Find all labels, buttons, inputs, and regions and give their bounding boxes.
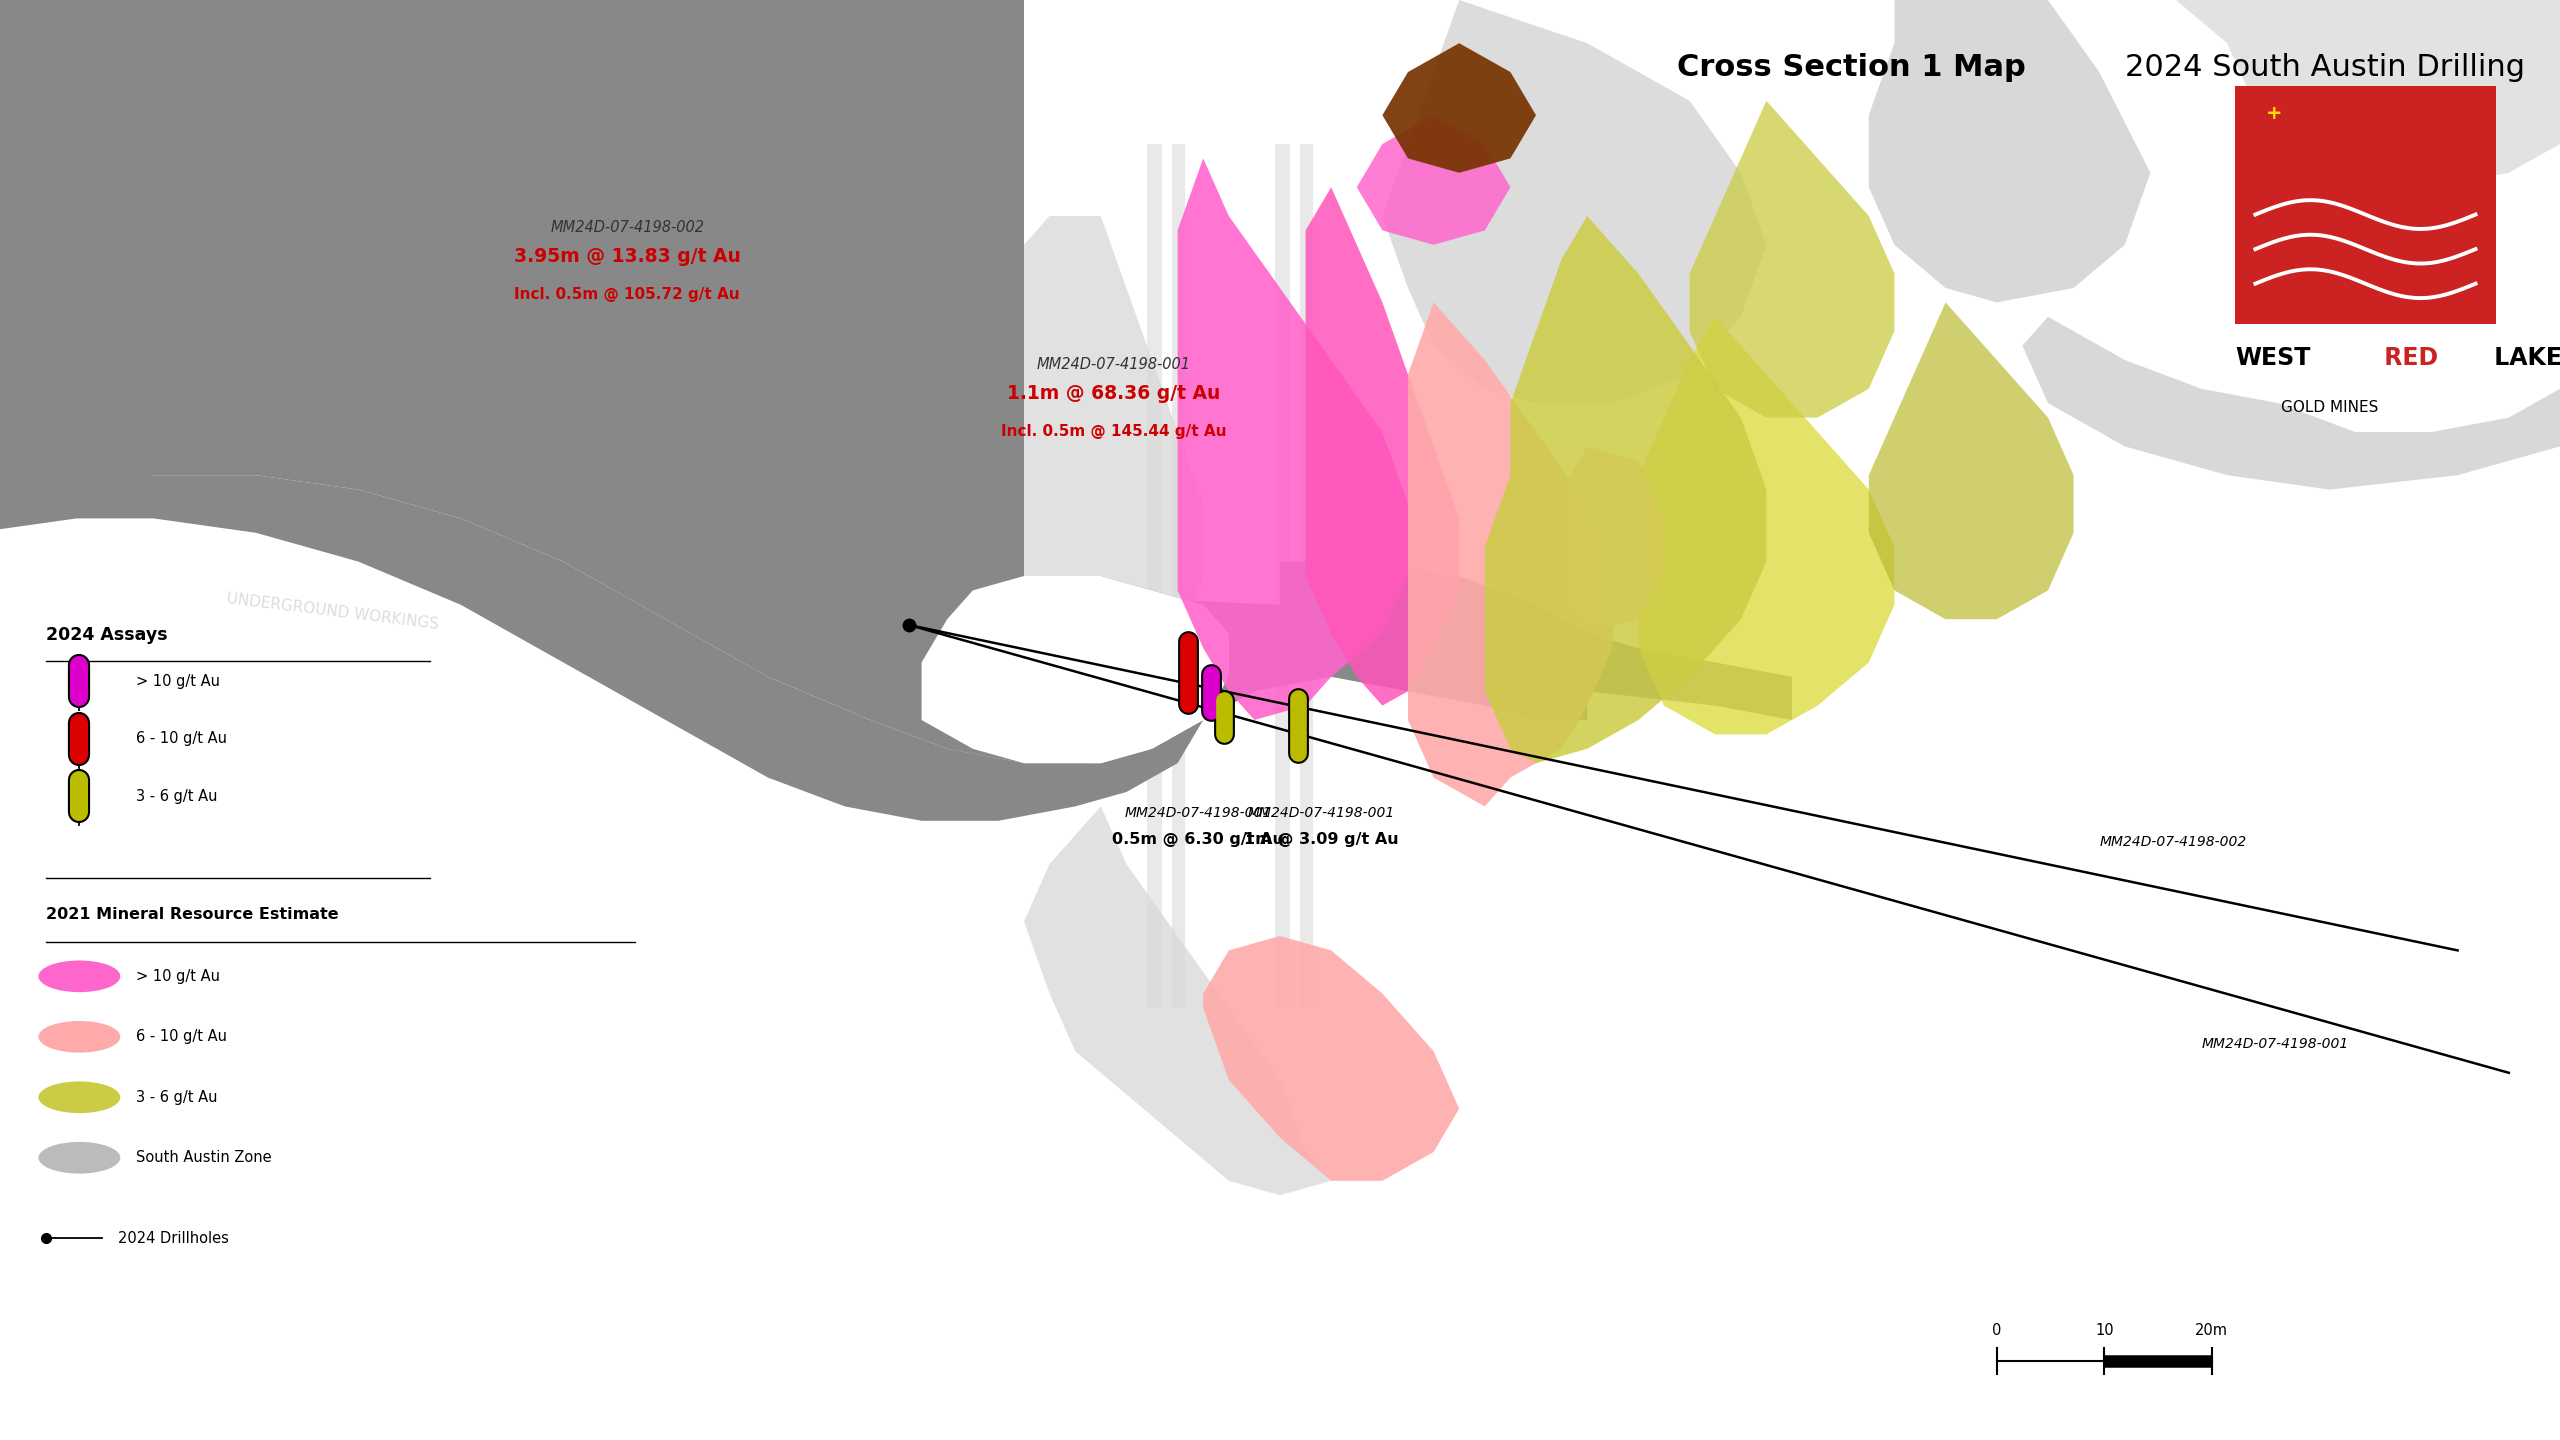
Text: 0: 0 — [1992, 1323, 2002, 1338]
Text: 2024 South Austin Drilling: 2024 South Austin Drilling — [2125, 53, 2524, 82]
Ellipse shape — [38, 1081, 120, 1113]
Text: 2024 Drillholes: 2024 Drillholes — [118, 1231, 228, 1246]
Polygon shape — [1178, 158, 1408, 720]
Text: 3.95m @ 13.83 g/t Au: 3.95m @ 13.83 g/t Au — [515, 248, 740, 266]
Polygon shape — [1485, 216, 1766, 763]
Polygon shape — [1024, 806, 1331, 1195]
Polygon shape — [1203, 936, 1459, 1181]
Text: MM24D-07-4198-002: MM24D-07-4198-002 — [550, 220, 704, 235]
Polygon shape — [1638, 317, 1894, 734]
Text: UNDERGROUND WORKINGS: UNDERGROUND WORKINGS — [225, 592, 440, 632]
Text: 20m: 20m — [2196, 1323, 2227, 1338]
Text: MM24D-07-4198-002: MM24D-07-4198-002 — [2099, 835, 2248, 850]
Text: 2021 Mineral Resource Estimate: 2021 Mineral Resource Estimate — [46, 907, 338, 922]
Text: Incl. 0.5m @ 105.72 g/t Au: Incl. 0.5m @ 105.72 g/t Au — [515, 288, 740, 302]
Text: 6 - 10 g/t Au: 6 - 10 g/t Au — [136, 1030, 228, 1044]
Polygon shape — [1562, 446, 1664, 634]
Ellipse shape — [38, 1021, 120, 1053]
Polygon shape — [1147, 144, 1162, 1008]
Text: MM24D-07-4198-001: MM24D-07-4198-001 — [1247, 806, 1395, 821]
Polygon shape — [1306, 187, 1459, 706]
Polygon shape — [1869, 302, 2074, 619]
Text: South Austin Zone: South Austin Zone — [136, 1151, 271, 1165]
Text: 3 - 6 g/t Au: 3 - 6 g/t Au — [136, 789, 218, 804]
Polygon shape — [1357, 115, 1510, 245]
Bar — [2235, 86, 2496, 324]
Text: 6 - 10 g/t Au: 6 - 10 g/t Au — [136, 732, 228, 746]
Text: > 10 g/t Au: > 10 g/t Au — [136, 969, 220, 984]
Polygon shape — [1408, 302, 1613, 806]
Text: > 10 g/t Au: > 10 g/t Au — [136, 674, 220, 688]
Text: MM24D-07-4198-001: MM24D-07-4198-001 — [1124, 806, 1272, 821]
Polygon shape — [0, 475, 1587, 821]
Text: +: + — [2266, 104, 2281, 122]
Polygon shape — [1869, 0, 2150, 302]
Text: LAKE: LAKE — [2486, 346, 2560, 370]
Text: 3 - 6 g/t Au: 3 - 6 g/t Au — [136, 1090, 218, 1104]
Text: WEST: WEST — [2235, 346, 2309, 370]
Text: MM24D-07-4198-001: MM24D-07-4198-001 — [2202, 1037, 2350, 1051]
Ellipse shape — [38, 1142, 120, 1174]
Polygon shape — [0, 0, 1024, 763]
Text: 10: 10 — [2094, 1323, 2115, 1338]
Polygon shape — [1382, 0, 1766, 403]
Text: MM24D-07-4198-001: MM24D-07-4198-001 — [1037, 357, 1190, 372]
Polygon shape — [947, 216, 1203, 806]
Polygon shape — [1690, 101, 1894, 418]
Polygon shape — [1172, 144, 1185, 1008]
Text: 2024 Assays: 2024 Assays — [46, 626, 169, 645]
Text: Incl. 0.5m @ 145.44 g/t Au: Incl. 0.5m @ 145.44 g/t Au — [1001, 425, 1226, 439]
Text: 0.5m @ 6.30 g/t Au: 0.5m @ 6.30 g/t Au — [1111, 832, 1285, 847]
Text: GOLD MINES: GOLD MINES — [2281, 400, 2378, 415]
Text: Cross Section 1 Map: Cross Section 1 Map — [1677, 53, 2025, 82]
Text: 1.1m @ 68.36 g/t Au: 1.1m @ 68.36 g/t Au — [1006, 384, 1221, 403]
Polygon shape — [2022, 317, 2560, 490]
Text: 1m @ 3.09 g/t Au: 1m @ 3.09 g/t Au — [1244, 832, 1398, 847]
Polygon shape — [1280, 562, 1792, 720]
Polygon shape — [922, 576, 1229, 763]
Polygon shape — [1382, 43, 1536, 173]
Ellipse shape — [38, 960, 120, 992]
Text: RED: RED — [2376, 346, 2437, 370]
Polygon shape — [1300, 144, 1313, 1008]
Polygon shape — [1275, 144, 1290, 1008]
Polygon shape — [2176, 0, 2560, 187]
